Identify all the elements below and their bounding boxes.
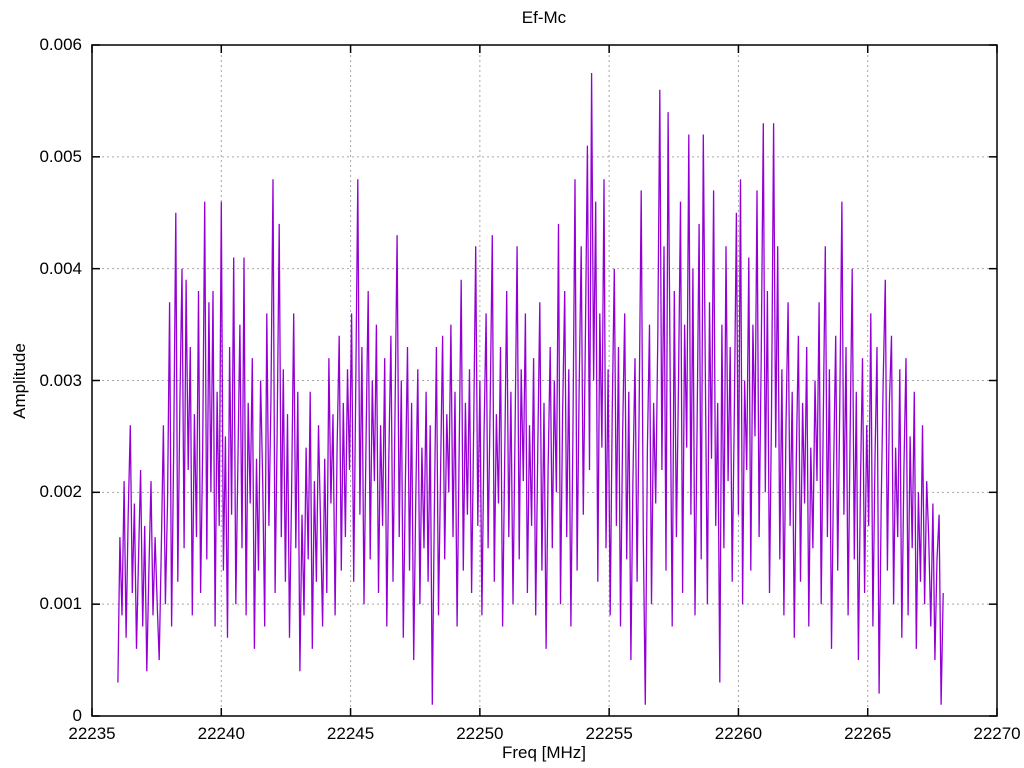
y-tick-label: 0.003 [39, 370, 82, 390]
series-line [117, 72, 944, 705]
x-tick-label: 22250 [456, 724, 504, 743]
y-tick-label: 0.004 [39, 258, 82, 278]
x-tick-label: 22245 [326, 724, 375, 743]
plot-border [91, 44, 998, 717]
x-tick-label: 22265 [844, 724, 892, 743]
y-tick-label: 0.005 [39, 146, 82, 166]
y-tick-label: 0.002 [39, 482, 82, 502]
x-tick-label: 22270 [973, 724, 1021, 743]
x-tick-label: 22235 [68, 724, 116, 743]
y-tick-label: 0.006 [39, 35, 82, 54]
x-tick-label: 22255 [585, 724, 633, 743]
x-tick-label: 22240 [197, 724, 245, 743]
y-tick-label: 0 [72, 706, 82, 725]
x-tick-label: 22260 [714, 724, 763, 743]
chart-title: Ef-Mc [521, 8, 567, 27]
y-tick-label: 0.001 [39, 594, 82, 614]
x-axis-title: Freq [MHz] [501, 743, 587, 762]
